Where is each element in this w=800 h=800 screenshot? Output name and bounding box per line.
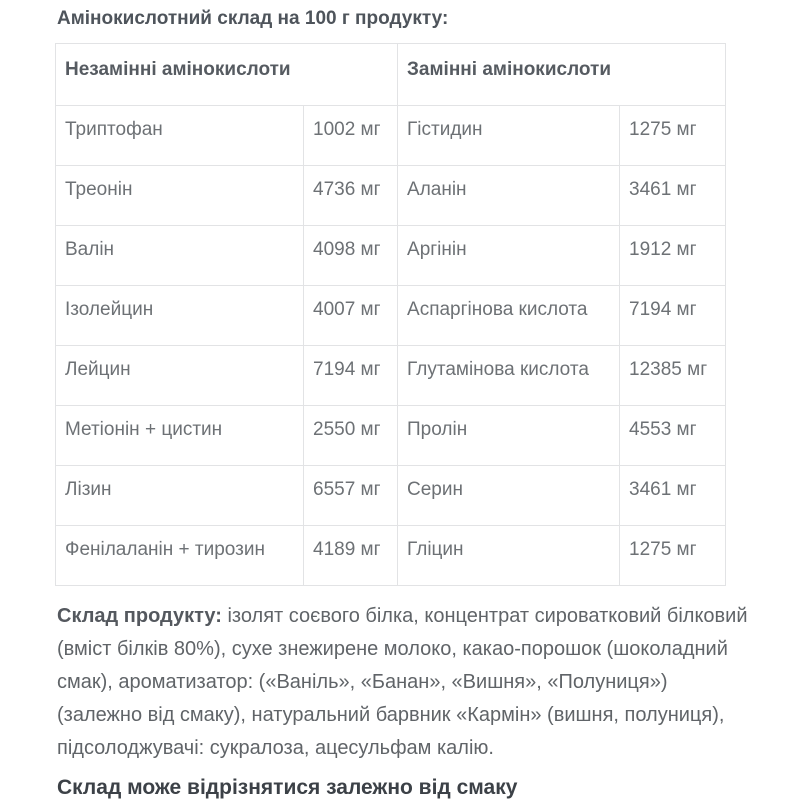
- amino-name-cell: Валін: [55, 225, 304, 286]
- amino-name-cell: Фенілаланін + тирозин: [55, 525, 304, 586]
- amino-value-cell: 3461 мг: [619, 165, 727, 226]
- amino-name-cell: Лейцин: [55, 345, 304, 406]
- table-row: Треонін 4736 мг Аланін 3461 мг: [55, 165, 727, 226]
- amino-value-cell: 3461 мг: [619, 465, 727, 526]
- amino-name-cell: Метіонін + цистин: [55, 405, 304, 466]
- amino-name-cell: Лізин: [55, 465, 304, 526]
- composition-paragraph: Склад продукту: ізолят соєвого білка, ко…: [57, 600, 757, 765]
- table-row: Лейцин 7194 мг Глутамінова кислота 12385…: [55, 345, 727, 406]
- col-header-nonessential: Замінні амінокислоти: [397, 43, 727, 106]
- amino-value-cell: 4007 мг: [302, 285, 399, 346]
- amino-value-cell: 12385 мг: [619, 345, 727, 406]
- amino-value-cell: 6557 мг: [302, 465, 399, 526]
- amino-acid-table: Незамінні амінокислоти Замінні амінокисл…: [54, 43, 727, 586]
- amino-name-cell: Серин: [397, 465, 621, 526]
- table-header-row: Незамінні амінокислоти Замінні амінокисл…: [54, 43, 727, 106]
- amino-value-cell: 7194 мг: [619, 285, 727, 346]
- table-row: Триптофан 1002 мг Гістидин 1275 мг: [55, 105, 727, 166]
- amino-value-cell: 7194 мг: [302, 345, 399, 406]
- table-row: Метіонін + цистин 2550 мг Пролін 4553 мг: [55, 405, 727, 466]
- amino-name-cell: Ізолейцин: [55, 285, 304, 346]
- amino-name-cell: Гліцин: [397, 525, 621, 586]
- amino-name-cell: Треонін: [55, 165, 304, 226]
- table-row: Валін 4098 мг Аргінін 1912 мг: [55, 225, 727, 286]
- amino-name-cell: Пролін: [397, 405, 621, 466]
- amino-name-cell: Аланін: [397, 165, 621, 226]
- amino-value-cell: 1275 мг: [619, 105, 727, 166]
- amino-value-cell: 4553 мг: [619, 405, 727, 466]
- flavor-variation-note: Склад може відрізнятися залежно від смак…: [57, 776, 518, 799]
- amino-value-cell: 1275 мг: [619, 525, 727, 586]
- page-title: Амінокислотний склад на 100 г продукту:: [57, 8, 449, 29]
- amino-name-cell: Аргінін: [397, 225, 621, 286]
- table-row: Лізин 6557 мг Серин 3461 мг: [55, 465, 727, 526]
- amino-value-cell: 4098 мг: [302, 225, 399, 286]
- amino-name-cell: Глутамінова кислота: [397, 345, 621, 406]
- amino-value-cell: 1002 мг: [302, 105, 399, 166]
- composition-label: Склад продукту:: [57, 605, 222, 627]
- table-row: Фенілаланін + тирозин 4189 мг Гліцин 127…: [55, 525, 727, 586]
- composition-text: ізолят соєвого білка, концентрат сироват…: [57, 605, 748, 759]
- col-header-essential: Незамінні амінокислоти: [54, 43, 399, 106]
- amino-value-cell: 4189 мг: [302, 525, 399, 586]
- amino-value-cell: 2550 мг: [302, 405, 399, 466]
- amino-name-cell: Аспаргінова кислота: [397, 285, 621, 346]
- table-row: Ізолейцин 4007 мг Аспаргінова кислота 71…: [55, 285, 727, 346]
- amino-value-cell: 1912 мг: [619, 225, 727, 286]
- amino-name-cell: Триптофан: [55, 105, 304, 166]
- amino-name-cell: Гістидин: [397, 105, 621, 166]
- amino-value-cell: 4736 мг: [302, 165, 399, 226]
